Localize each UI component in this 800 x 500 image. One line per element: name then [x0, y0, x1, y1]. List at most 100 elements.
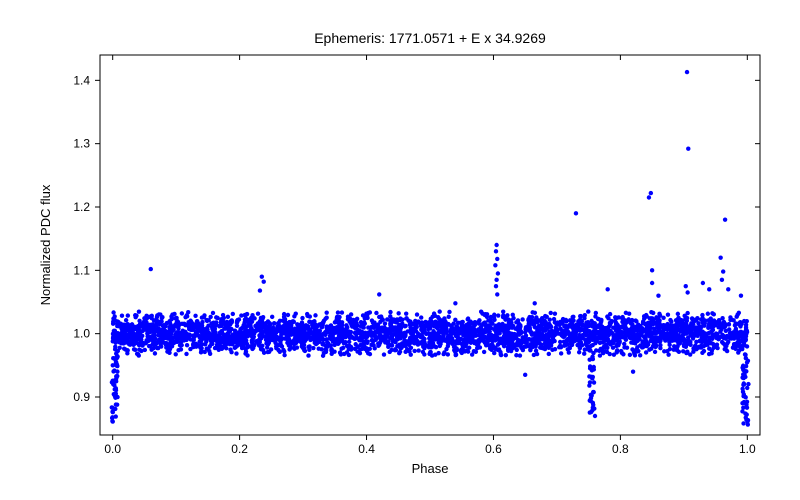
data-point [119, 341, 123, 345]
data-point [537, 341, 541, 345]
data-point [328, 334, 332, 338]
data-point [161, 324, 165, 328]
data-point [495, 292, 499, 296]
data-point [468, 340, 472, 344]
data-point [501, 309, 505, 313]
data-point [455, 348, 459, 352]
data-point [388, 310, 392, 314]
data-point [575, 324, 579, 328]
data-point [169, 317, 173, 321]
data-point [658, 331, 662, 335]
data-point [113, 394, 117, 398]
data-point [643, 334, 647, 338]
data-point [626, 333, 630, 337]
data-point [293, 332, 297, 336]
data-point [677, 350, 681, 354]
data-point [338, 323, 342, 327]
data-point [331, 339, 335, 343]
data-point [516, 331, 520, 335]
data-point [427, 352, 431, 356]
data-point [590, 368, 594, 372]
data-point [494, 278, 498, 282]
data-point [681, 333, 685, 337]
data-point [668, 327, 672, 331]
data-point [363, 331, 367, 335]
data-point [282, 353, 286, 357]
data-point [155, 313, 159, 317]
data-point [568, 340, 572, 344]
data-point [622, 345, 626, 349]
data-point [346, 317, 350, 321]
data-point [745, 386, 749, 390]
data-point [235, 321, 239, 325]
data-point [298, 333, 302, 337]
data-point [708, 318, 712, 322]
data-point [709, 351, 713, 355]
y-axis-label: Normalized PDC flux [38, 184, 53, 305]
data-point [694, 318, 698, 322]
data-point [197, 323, 201, 327]
data-point [528, 330, 532, 334]
data-point [254, 323, 258, 327]
data-point [721, 334, 725, 338]
data-point [377, 315, 381, 319]
data-point [594, 311, 598, 315]
data-point [653, 338, 657, 342]
data-point [287, 347, 291, 351]
data-point [549, 311, 553, 315]
data-point [152, 323, 156, 327]
data-point [628, 328, 632, 332]
data-point [163, 329, 167, 333]
data-point [245, 312, 249, 316]
data-point [491, 345, 495, 349]
data-point [421, 350, 425, 354]
data-point [214, 335, 218, 339]
y-tick-label: 1.0 [73, 327, 90, 341]
data-point [466, 331, 470, 335]
data-point [322, 351, 326, 355]
data-point [347, 353, 351, 357]
data-point [470, 329, 474, 333]
data-point [340, 310, 344, 314]
data-point [665, 322, 669, 326]
data-point [111, 410, 115, 414]
data-point [727, 322, 731, 326]
data-point [733, 323, 737, 327]
data-point [126, 313, 130, 317]
data-point [718, 255, 722, 259]
x-tick-label: 0.8 [612, 442, 629, 456]
data-point [251, 336, 255, 340]
data-point [538, 345, 542, 349]
data-point [206, 323, 210, 327]
data-point [111, 356, 115, 360]
data-point [558, 344, 562, 348]
data-point [685, 316, 689, 320]
data-point [234, 351, 238, 355]
data-point [572, 328, 576, 332]
data-point [164, 345, 168, 349]
data-point [656, 293, 660, 297]
data-point [605, 287, 609, 291]
data-point [187, 334, 191, 338]
data-point [266, 340, 270, 344]
data-point [650, 316, 654, 320]
data-point [744, 334, 748, 338]
data-point [739, 293, 743, 297]
data-point [276, 348, 280, 352]
data-point [666, 312, 670, 316]
data-point [436, 326, 440, 330]
data-point [726, 287, 730, 291]
data-point [631, 369, 635, 373]
data-point [564, 318, 568, 322]
data-point [682, 337, 686, 341]
data-point [243, 320, 247, 324]
data-point [226, 335, 230, 339]
data-point [173, 339, 177, 343]
data-point [598, 325, 602, 329]
data-point [498, 328, 502, 332]
data-point [694, 340, 698, 344]
data-point [685, 70, 689, 74]
data-point [590, 355, 594, 359]
data-point [708, 323, 712, 327]
data-point [508, 322, 512, 326]
